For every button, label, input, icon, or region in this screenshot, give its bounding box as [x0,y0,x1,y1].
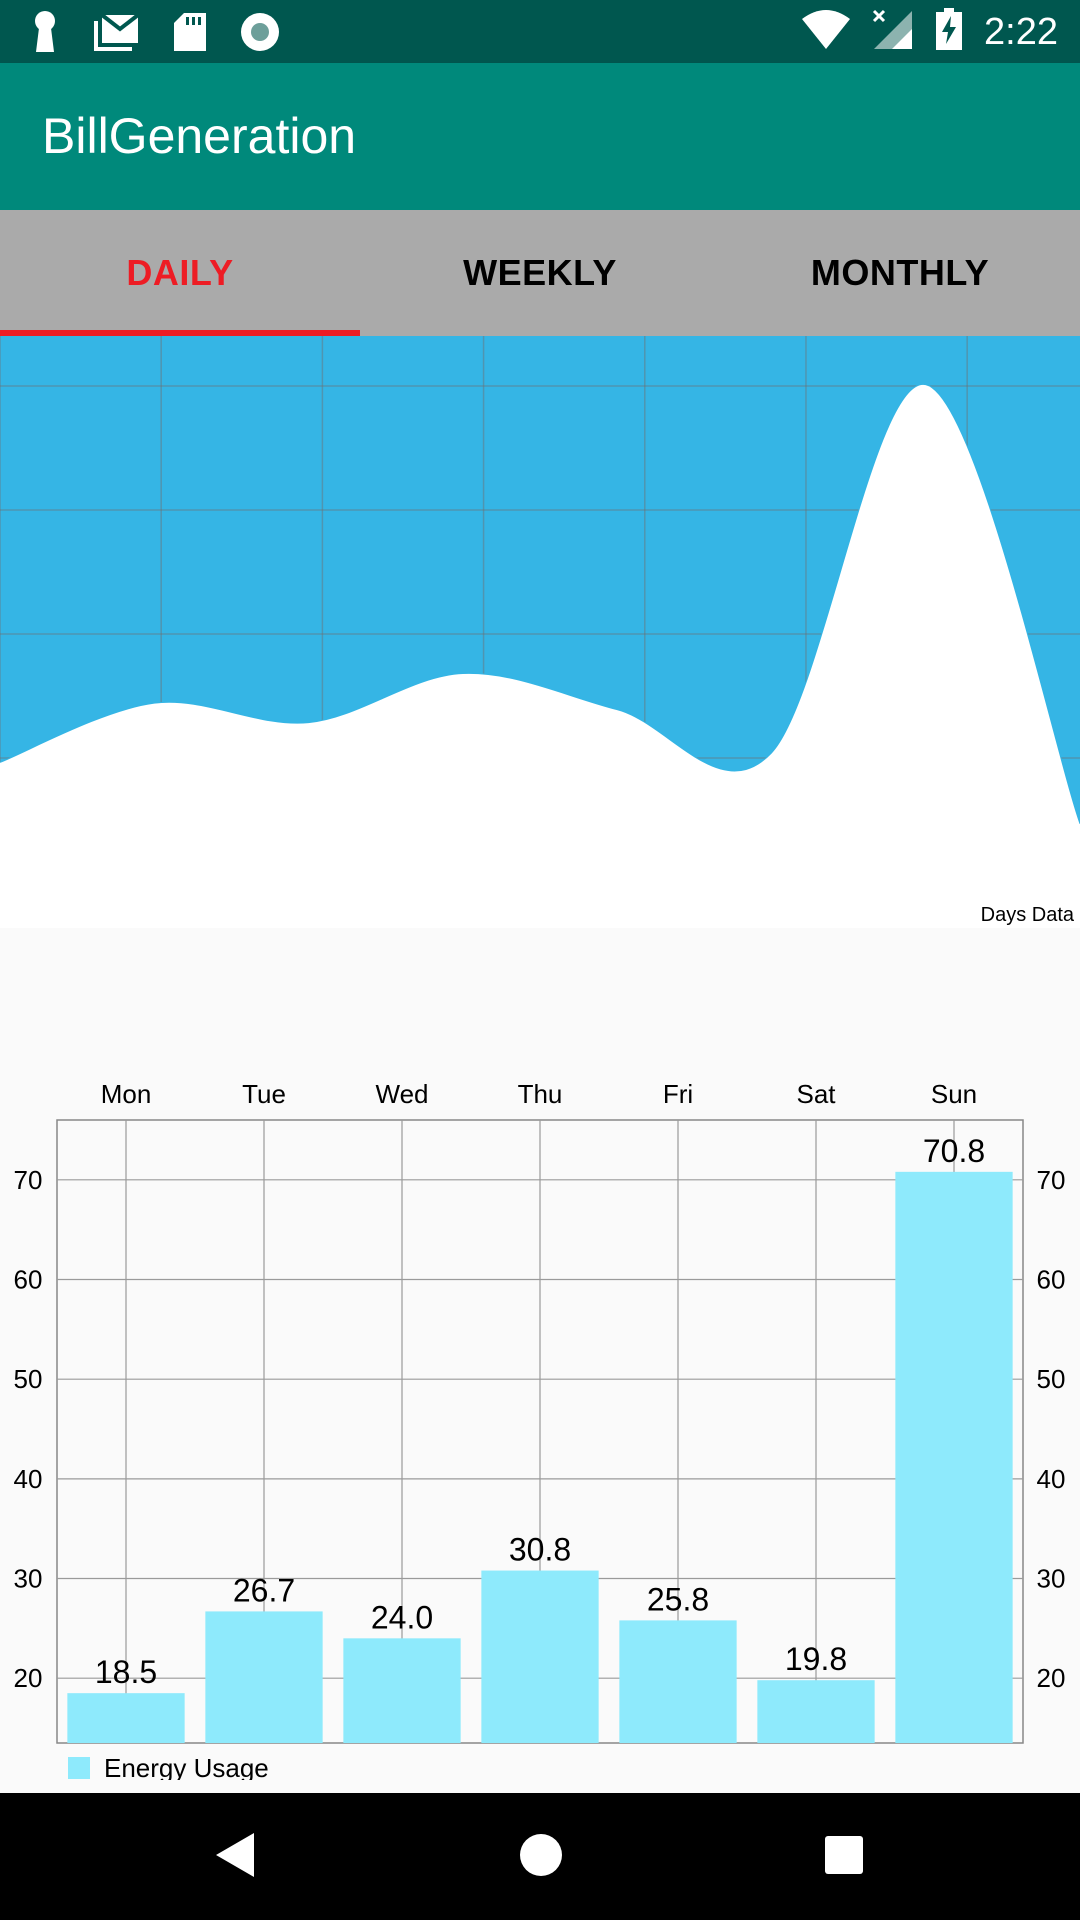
bar-chart: 20 20 30 30 40 40 50 50 60 60 70 70 Mon Tue Wed Thu Fri S… [0,1060,1080,1783]
area-chart-canvas [0,336,1080,929]
back-button[interactable] [214,1831,256,1884]
x-category-label: Sun [931,1079,977,1109]
y-tick-label-left: 40 [14,1464,43,1494]
x-category-label: Fri [663,1079,693,1109]
bar-chart-canvas: 20 20 30 30 40 40 50 50 60 60 70 70 Mon Tue Wed Thu Fri S… [14,1079,1066,1783]
status-time: 2:22 [984,10,1058,53]
legend-swatch [68,1757,90,1779]
legend-label: Energy Usage [104,1753,269,1780]
y-tick-label-right: 20 [1037,1663,1066,1693]
y-tick-label-left: 30 [14,1564,43,1594]
bar-value-label: 26.7 [233,1572,295,1608]
bar-thu [481,1570,599,1743]
recents-button[interactable] [824,1835,864,1880]
tab-weekly[interactable]: WEEKLY [463,252,617,293]
area-series-fill [0,336,1080,824]
y-tick-label-left: 20 [14,1663,43,1693]
tab-daily[interactable]: DAILY [0,210,360,336]
bar-value-label: 25.8 [647,1581,709,1617]
y-tick-label-right: 30 [1037,1564,1066,1594]
bar-sat [757,1680,875,1743]
gmail-icon [94,13,140,56]
bar-tue [205,1611,323,1743]
x-category-label: Sat [796,1079,836,1109]
home-button[interactable] [519,1833,563,1882]
y-tick-label-left: 50 [14,1364,43,1394]
bar-wed [343,1638,461,1743]
tab-bar: DAILY WEEKLY MONTHLY [0,210,1080,336]
keyhole-icon [30,10,60,59]
bar-fri [619,1620,737,1743]
app-bar: BillGeneration [0,63,1080,210]
x-category-label: Thu [518,1079,563,1109]
y-tick-label-right: 40 [1037,1464,1066,1494]
bar-mon [67,1693,185,1743]
status-bar: 2:22 [0,0,1080,63]
tab-monthly[interactable]: MONTHLY [810,252,990,293]
bar-value-label: 18.5 [95,1654,157,1690]
bar-value-label: 24.0 [371,1599,433,1635]
bar-value-label: 30.8 [509,1532,571,1568]
area-chart-description: Days Data [980,904,1074,926]
back-icon [216,1833,254,1877]
battery-charging-icon [936,8,963,55]
signal-icon [872,9,914,54]
record-icon [240,12,280,57]
x-category-label: Tue [242,1079,286,1109]
y-tick-label-right: 70 [1037,1165,1066,1195]
area-series-line [0,384,1080,824]
y-tick-label-right: 50 [1037,1364,1066,1394]
navigation-bar [0,1793,1080,1920]
app-title: BillGeneration [42,108,357,164]
y-tick-label-left: 60 [14,1264,43,1294]
x-category-label: Mon [101,1079,152,1109]
bar-sun [895,1171,1013,1743]
y-tick-label-left: 70 [14,1165,43,1195]
area-chart: Days Data [0,336,1080,929]
bar-value-label: 19.8 [785,1641,847,1677]
sd-card-icon [174,13,206,56]
recents-icon [825,1836,863,1874]
home-icon [520,1834,562,1876]
wifi-icon [802,9,851,54]
x-category-label: Wed [376,1079,429,1109]
area-chart-below-curve [0,384,1080,929]
bar-value-label: 70.8 [923,1133,985,1169]
y-tick-label-right: 60 [1037,1264,1066,1294]
